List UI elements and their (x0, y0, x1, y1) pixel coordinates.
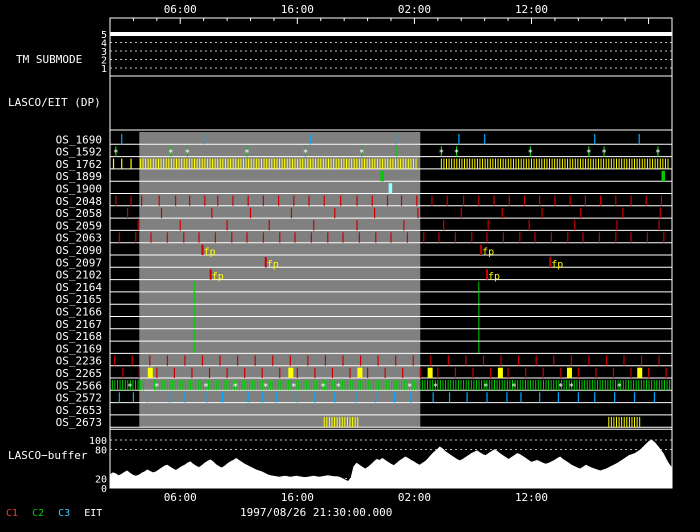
time-tick-label-top: 06:00 (164, 3, 197, 16)
timestamp-label: 1997/08/26 21:30:00.000 (240, 506, 393, 519)
row-label: OS_1899 (56, 170, 102, 183)
row-label: OS_2673 (56, 416, 102, 429)
eit-star: * (439, 149, 444, 159)
row-label: OS_2097 (56, 256, 102, 269)
event-block (288, 367, 294, 378)
fp-label: fp (267, 259, 279, 270)
row-label: OS_2090 (56, 244, 102, 257)
row-label: OS_2653 (56, 404, 102, 417)
row-label: OS_2265 (56, 367, 102, 380)
fp-label: fp (203, 247, 215, 258)
eit-star: * (433, 382, 438, 392)
eit-star: * (168, 149, 173, 159)
buffer-tick-label: 80 (95, 446, 107, 457)
legend-c3: C3 (58, 508, 71, 519)
buffer-tick-label: 100 (89, 436, 107, 447)
time-tick-label-bottom: 12:00 (515, 491, 548, 504)
eit-star: * (336, 382, 341, 392)
time-tick-label-top: 12:00 (515, 3, 548, 16)
fp-label: fp (488, 272, 500, 283)
time-tick-label-bottom: 16:00 (281, 491, 314, 504)
legend-c1: C1 (6, 508, 19, 519)
row-label: OS_2165 (56, 293, 102, 306)
eit-star: * (185, 149, 190, 159)
time-tick-label-top: 16:00 (281, 3, 314, 16)
eit-star: * (617, 382, 622, 392)
legend-eit: EIT (84, 508, 103, 519)
legend-c2: C2 (32, 508, 45, 519)
event-block (147, 367, 153, 378)
eit-star: * (586, 149, 591, 159)
fp-label: fp (212, 272, 224, 283)
eit-star: * (113, 149, 118, 159)
row-label: OS_1690 (56, 133, 102, 146)
event-block (357, 367, 363, 378)
eit-star: * (558, 382, 563, 392)
eit-star: * (154, 382, 159, 392)
buffer-label: LASCO−buffer (8, 449, 88, 462)
buffer-tick-label: 0 (101, 484, 107, 495)
event-block (637, 367, 643, 378)
eit-star: * (233, 382, 238, 392)
row-label: OS_1762 (56, 158, 102, 171)
row-label: OS_2063 (56, 232, 102, 245)
event-block (497, 367, 503, 378)
row-label: OS_2102 (56, 269, 102, 282)
time-tick-label-top: 02:00 (398, 3, 431, 16)
row-label: OS_2048 (56, 195, 102, 208)
eit-star: * (407, 382, 412, 392)
buffer-tick-label: 20 (95, 474, 107, 485)
event-block (388, 183, 393, 194)
fp-label: fp (551, 259, 563, 270)
row-label: OS_2572 (56, 392, 102, 405)
submode-label: TM SUBMODE (16, 53, 82, 66)
buffer-area (109, 439, 673, 489)
row-label: OS_2059 (56, 219, 102, 232)
row-label: OS_2058 (56, 207, 102, 220)
row-label: OS_2566 (56, 379, 102, 392)
eit-star: * (291, 382, 296, 392)
eit-star: * (511, 382, 516, 392)
eit-star: * (601, 149, 606, 159)
eit-star: * (320, 382, 325, 392)
eit-star: * (454, 149, 459, 159)
submode-level-label: 1 (101, 64, 107, 75)
dp-label: LASCO/EIT (DP) (8, 96, 101, 109)
event-block (661, 170, 665, 182)
submode-level-label: 3 (101, 47, 107, 58)
eit-star: * (569, 382, 574, 392)
row-label: OS_2166 (56, 306, 102, 319)
eit-star: * (483, 382, 488, 392)
row-label: OS_2236 (56, 355, 102, 368)
submode-level-label: 2 (101, 56, 107, 67)
submode-level-label: 4 (101, 39, 107, 50)
eit-star: * (528, 149, 533, 159)
eit-star: * (127, 382, 132, 392)
submode-level-label: 5 (101, 30, 107, 41)
eit-star: * (263, 382, 268, 392)
time-tick-label-bottom: 02:00 (398, 491, 431, 504)
eit-star: * (203, 382, 208, 392)
row-label: OS_1592 (56, 146, 102, 159)
row-label: OS_2168 (56, 330, 102, 343)
row-label: OS_2164 (56, 281, 103, 294)
fp-label: fp (482, 247, 494, 258)
row-label: OS_2167 (56, 318, 102, 331)
row-label: OS_2169 (56, 342, 102, 355)
event-block (427, 367, 433, 378)
time-tick-label-bottom: 06:00 (164, 491, 197, 504)
eit-star: * (244, 149, 249, 159)
eit-star: * (303, 149, 308, 159)
eit-star: * (655, 149, 660, 159)
legend: C1 C2 C3 EIT (6, 508, 110, 519)
event-block (566, 367, 572, 378)
event-block (380, 170, 384, 182)
row-label: OS_1900 (56, 183, 102, 196)
eit-star: * (359, 149, 364, 159)
